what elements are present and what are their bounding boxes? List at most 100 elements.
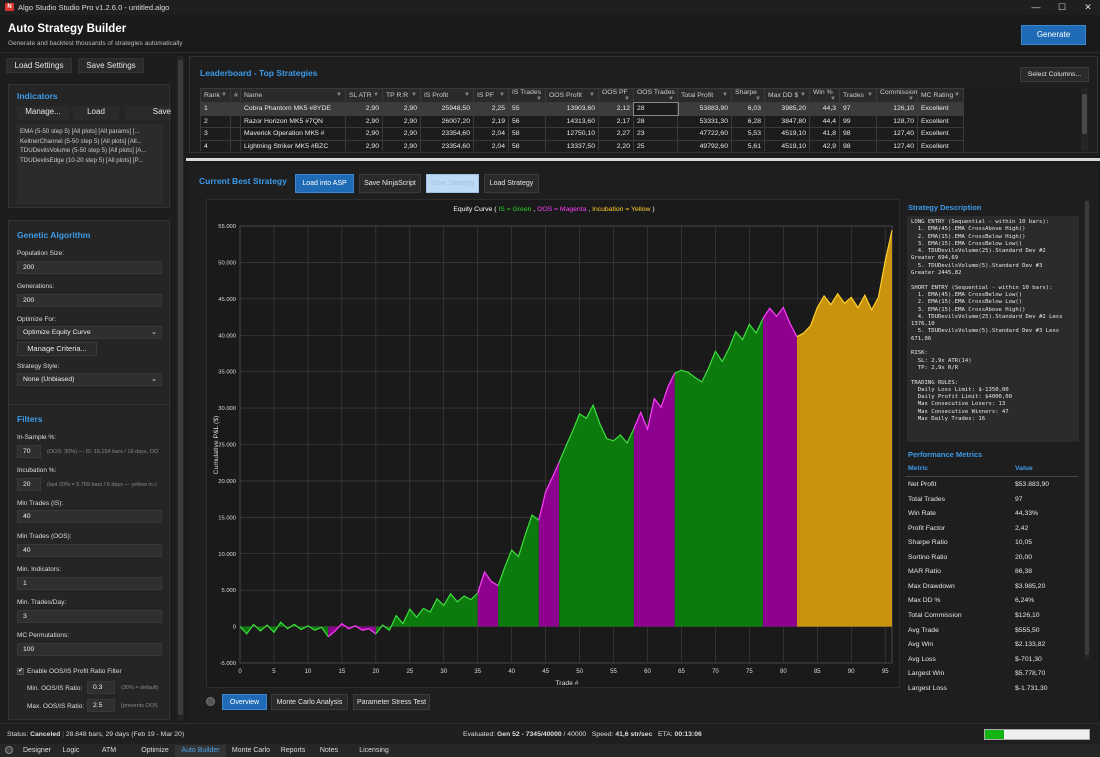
max-ratio-input[interactable]: 2.5 — [87, 699, 115, 712]
min-ratio-input[interactable]: 0.3 — [87, 681, 115, 694]
settings-scrollbar-thumb[interactable] — [178, 60, 183, 715]
column-header[interactable]: Max DD $ ▼ — [764, 88, 810, 103]
filter-icon[interactable]: ▼ — [221, 92, 227, 98]
panel-splitter[interactable] — [186, 158, 1100, 161]
filter-icon[interactable]: ▼ — [411, 92, 417, 98]
table-row[interactable]: 3 Maverick Operation MK5 #2,90 2,90 23354,6… — [200, 127, 964, 141]
column-header[interactable]: OOS PF ▼ — [598, 88, 634, 103]
min-trades-is-input[interactable]: 40 — [17, 510, 162, 523]
column-header[interactable]: IS Profit ▼ — [420, 88, 474, 103]
column-header[interactable]: # — [230, 88, 241, 103]
column-header[interactable]: Sharpe ▼ — [731, 88, 765, 103]
min-trades-day-input[interactable]: 3 — [17, 610, 162, 623]
leaderboard-grid[interactable]: Rank ▼ # Name ▼ SL ATR ▼ TP R:R ▼ IS Profit ▼ IS PF… — [200, 88, 1090, 151]
select-columns-button[interactable]: Select Columns... — [1020, 67, 1089, 82]
oos-filter-checkbox[interactable]: ✔ — [17, 668, 24, 675]
settings-scrollbar[interactable] — [177, 56, 184, 721]
tab-reports[interactable]: Reports — [280, 747, 306, 754]
filter-icon[interactable]: ▼ — [668, 96, 674, 102]
filter-icon[interactable]: ▼ — [867, 92, 873, 98]
save-ninjascript-button[interactable]: Save NinjaScript — [359, 174, 421, 193]
insample-input[interactable]: 70 — [17, 445, 41, 458]
list-item[interactable]: TDUDevilsVolume (5-50 step 5) [All plots… — [20, 147, 147, 154]
tab-monte-carlo[interactable]: Monte Carlo — [231, 747, 271, 754]
tab-auto-builder[interactable]: Auto Builder — [175, 745, 226, 757]
column-header[interactable]: OOS Trades ▼ — [633, 88, 678, 103]
filter-icon[interactable]: ▼ — [800, 92, 806, 98]
leaderboard-scrollbar-thumb[interactable] — [1082, 94, 1087, 134]
list-item[interactable]: KeltnerChannel (5-50 step 5) [All plots]… — [20, 137, 142, 145]
tab-overview[interactable]: Overview — [222, 694, 267, 710]
close-button[interactable]: ✕ — [1084, 2, 1092, 12]
min-trades-oos-input[interactable]: 40 — [17, 544, 162, 557]
generate-button[interactable]: Generate — [1021, 25, 1086, 45]
filter-icon[interactable]: ▼ — [589, 92, 595, 98]
list-item[interactable]: EMA (5-50 step 5) [All plots] [All param… — [20, 128, 140, 135]
filter-icon[interactable]: ▼ — [954, 92, 960, 98]
description-scrollbar[interactable] — [1084, 199, 1090, 659]
save-indicators-button[interactable]: Save — [125, 106, 171, 120]
table-cell: 98 — [839, 127, 877, 141]
column-header[interactable]: MC Rating ▼ — [917, 88, 964, 103]
equity-chart[interactable]: 0 5 10 15 20 25 30 35 40 45 50 55 60 65 70 75 80 85 90 95 -5… — [206, 199, 900, 688]
optimize-select[interactable]: Optimize Equity Curve ⌄ — [17, 326, 162, 339]
column-header[interactable]: Commission ▼ — [876, 88, 918, 103]
load-into-asp-button[interactable]: Load into ASP — [295, 174, 354, 193]
description-scrollbar-thumb[interactable] — [1085, 201, 1089, 655]
column-header[interactable]: IS Trades ▼ — [508, 88, 546, 103]
column-header[interactable]: TP R:R ▼ — [382, 88, 421, 103]
filter-icon[interactable]: ▼ — [499, 92, 505, 98]
save-strategy-button[interactable]: Save Strategy — [426, 174, 479, 193]
tab-parameter-stress-test[interactable]: Parameter Stress Test — [353, 694, 430, 710]
save-settings-button[interactable]: Save Settings — [78, 58, 144, 73]
mc-permutations-input[interactable]: 100 — [17, 643, 162, 656]
filter-icon[interactable]: ▼ — [624, 96, 630, 102]
tab-notes[interactable]: Notes — [319, 747, 339, 754]
list-item[interactable]: TDUDevilsEdge (10-20 step 5) [All plots]… — [20, 156, 143, 164]
indicator-list[interactable]: EMA (5-50 step 5) [All plots] [All param… — [17, 124, 163, 204]
column-header-label: Name — [244, 92, 263, 99]
filter-icon[interactable]: ▼ — [373, 92, 379, 98]
tab-licensing[interactable]: Licensing — [359, 747, 389, 754]
tab-logic[interactable]: Logic — [62, 747, 80, 754]
description-box[interactable]: LONG ENTRY (Sequential - within 10 bars)… — [907, 216, 1079, 442]
current-strategy-title: Current Best Strategy — [199, 176, 287, 186]
filter-icon[interactable]: ▼ — [722, 92, 728, 98]
column-header[interactable]: Total Profit ▼ — [677, 88, 732, 103]
tab-atm[interactable]: ATM — [101, 747, 117, 754]
filter-icon[interactable]: ▼ — [830, 96, 836, 102]
leaderboard-table[interactable]: Rank ▼ # Name ▼ SL ATR ▼ TP R:R ▼ IS Profit ▼ IS PF… — [200, 88, 964, 151]
min-indicators-input[interactable]: 1 — [17, 577, 162, 590]
table-row[interactable]: 2 Razor Horizon MK5 #7QN 2,90 2,90 26007,20 2… — [200, 114, 964, 128]
manage-indicators-button[interactable]: Manage... — [17, 106, 69, 120]
tab-monte-carlo-analysis[interactable]: Monte Carlo Analysis — [271, 694, 348, 710]
column-header[interactable]: IS PF ▼ — [473, 88, 509, 103]
column-header[interactable]: Trades ▼ — [839, 88, 877, 103]
filter-icon[interactable]: ▼ — [536, 96, 542, 102]
load-strategy-button[interactable]: Load Strategy — [484, 174, 539, 193]
incubation-input[interactable]: 20 — [17, 478, 41, 491]
tab-designer[interactable]: Designer — [22, 747, 51, 754]
load-settings-button[interactable]: Load Settings — [6, 58, 72, 73]
column-header[interactable]: Win % ▼ — [809, 88, 840, 103]
manage-criteria-button[interactable]: Manage Criteria... — [17, 342, 97, 356]
column-header[interactable]: SL ATR ▼ — [345, 88, 383, 103]
maximize-button[interactable]: ☐ — [1057, 2, 1067, 12]
minimize-button[interactable]: — — [1031, 2, 1041, 12]
column-header[interactable]: OOS Profit ▼ — [545, 88, 599, 103]
table-row[interactable]: 1 Cobra Phantom MK5 #8YDE 2,90 2,90 25948,50… — [200, 101, 964, 116]
column-header[interactable]: Rank ▼ — [200, 88, 231, 103]
population-input[interactable]: 200 — [17, 261, 162, 274]
leaderboard-scrollbar[interactable] — [1081, 88, 1088, 151]
filter-icon[interactable]: ▼ — [755, 96, 761, 102]
table-row[interactable]: 4 Lightning Striker MK5 #BZC 2,90 2,90 23354… — [200, 139, 964, 151]
generations-input[interactable]: 200 — [17, 294, 162, 307]
eta-value: 00:13:06 — [674, 731, 702, 738]
filter-icon[interactable]: ▼ — [464, 92, 470, 98]
filter-icon[interactable]: ▼ — [336, 92, 342, 98]
column-header[interactable]: Name ▼ — [240, 88, 346, 103]
tab-optimize[interactable]: Optimize — [141, 747, 169, 754]
filter-icon[interactable]: ▼ — [908, 96, 914, 102]
load-indicators-button[interactable]: Load — [73, 106, 119, 120]
style-select[interactable]: None (Unbiased) ⌄ — [17, 373, 162, 386]
